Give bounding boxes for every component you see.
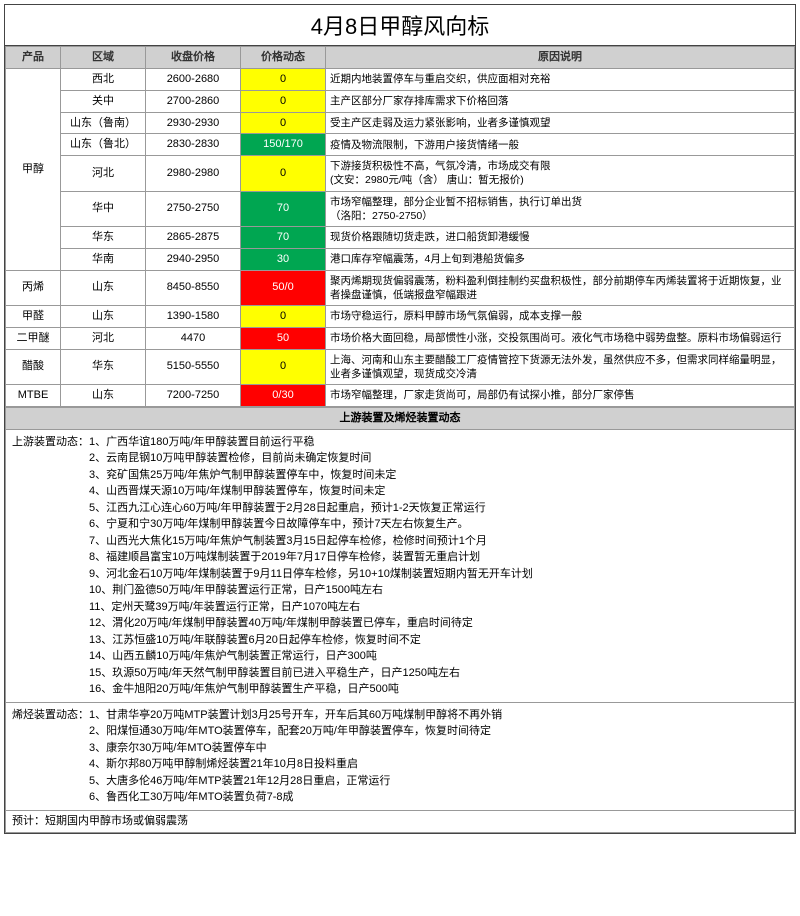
cell-region: 山东 — [61, 384, 146, 406]
cell-product: 醋酸 — [6, 349, 61, 384]
col-close: 收盘价格 — [146, 47, 241, 69]
table-row: 华中2750-275070市场窄幅整理，部分企业暂不招标销售，执行订单出货（洛阳… — [6, 191, 795, 226]
table-row: MTBE山东7200-72500/30市场窄幅整理，厂家走货尚可，局部仍有试探小… — [6, 384, 795, 406]
cell-close: 2940-2950 — [146, 248, 241, 270]
cell-region: 河北 — [61, 327, 146, 349]
cell-region: 山东（鲁北） — [61, 134, 146, 156]
cell-region: 华东 — [61, 349, 146, 384]
cell-close: 2700-2860 — [146, 90, 241, 112]
col-reason: 原因说明 — [326, 47, 795, 69]
cell-reason: 聚丙烯期现货偏弱震荡，粉料盈利倒挂制约买盘积极性，部分前期停车丙烯装置将于近期恢… — [326, 270, 795, 305]
table-row: 丙烯山东8450-855050/0聚丙烯期现货偏弱震荡，粉料盈利倒挂制约买盘积极… — [6, 270, 795, 305]
table-row: 河北2980-29800下游接货积极性不高，气氛冷清，市场成交有限(文安：298… — [6, 156, 795, 191]
cell-dynamic: 30 — [241, 248, 326, 270]
cell-close: 2865-2875 — [146, 226, 241, 248]
cell-reason: 市场窄幅整理，部分企业暂不招标销售，执行订单出货（洛阳：2750-2750） — [326, 191, 795, 226]
cell-region: 关中 — [61, 90, 146, 112]
table-header-row: 产品 区域 收盘价格 价格动态 原因说明 — [6, 47, 795, 69]
forecast: 预计：短期国内甲醇市场或偏弱震荡 — [6, 810, 795, 832]
table-row: 华东2865-287570现货价格跟随切货走跌，进口船货卸港缓慢 — [6, 226, 795, 248]
table-row: 华南2940-295030港口库存窄幅震荡，4月上旬到港船货偏多 — [6, 248, 795, 270]
cell-dynamic: 0/30 — [241, 384, 326, 406]
cell-reason: 疫情及物流限制，下游用户接货情绪一般 — [326, 134, 795, 156]
cell-product: 甲醇 — [6, 68, 61, 270]
cell-close: 1390-1580 — [146, 305, 241, 327]
cell-dynamic: 0 — [241, 349, 326, 384]
cell-region: 山东（鲁南） — [61, 112, 146, 134]
cell-reason: 市场价格大面回稳，局部惯性小涨，交投氛围尚可。液化气市场稳中弱势盘整。原料市场偏… — [326, 327, 795, 349]
cell-reason: 主产区部分厂家存排库需求下价格回落 — [326, 90, 795, 112]
cell-reason: 上海、河南和山东主要醋酸工厂疫情管控下货源无法外发，虽然供应不多，但需求同样缩量… — [326, 349, 795, 384]
price-table: 产品 区域 收盘价格 价格动态 原因说明 甲醇西北2600-26800近期内地装… — [5, 46, 795, 407]
cell-reason: 港口库存窄幅震荡，4月上旬到港船货偏多 — [326, 248, 795, 270]
cell-close: 2830-2830 — [146, 134, 241, 156]
cell-region: 华中 — [61, 191, 146, 226]
cell-dynamic: 70 — [241, 191, 326, 226]
cell-region: 华东 — [61, 226, 146, 248]
col-dyn: 价格动态 — [241, 47, 326, 69]
report-title: 4月8日甲醇风向标 — [5, 5, 795, 46]
olefin-notes: 烯烃装置动态：1、甘肃华亭20万吨MTP装置计划3月25号开车，开车后其60万吨… — [6, 702, 795, 810]
cell-close: 8450-8550 — [146, 270, 241, 305]
cell-reason: 受主产区走弱及运力紧张影响，业者多谨慎观望 — [326, 112, 795, 134]
cell-close: 2980-2980 — [146, 156, 241, 191]
cell-dynamic: 0 — [241, 112, 326, 134]
notes-table: 上游装置及烯烃装置动态 上游装置动态：1、广西华谊180万吨/年甲醇装置目前运行… — [5, 407, 795, 833]
col-product: 产品 — [6, 47, 61, 69]
cell-product: 丙烯 — [6, 270, 61, 305]
table-row: 二甲醚河北447050市场价格大面回稳，局部惯性小涨，交投氛围尚可。液化气市场稳… — [6, 327, 795, 349]
cell-dynamic: 50 — [241, 327, 326, 349]
cell-reason: 市场窄幅整理，厂家走货尚可，局部仍有试探小推，部分厂家停售 — [326, 384, 795, 406]
table-row: 山东（鲁南）2930-29300受主产区走弱及运力紧张影响，业者多谨慎观望 — [6, 112, 795, 134]
cell-close: 7200-7250 — [146, 384, 241, 406]
cell-product: 二甲醚 — [6, 327, 61, 349]
cell-dynamic: 0 — [241, 305, 326, 327]
cell-region: 华南 — [61, 248, 146, 270]
col-region: 区域 — [61, 47, 146, 69]
cell-dynamic: 0 — [241, 156, 326, 191]
cell-close: 2750-2750 — [146, 191, 241, 226]
table-row: 醋酸华东5150-55500上海、河南和山东主要醋酸工厂疫情管控下货源无法外发，… — [6, 349, 795, 384]
cell-close: 5150-5550 — [146, 349, 241, 384]
cell-reason: 下游接货积极性不高，气氛冷清，市场成交有限(文安：2980元/吨（含） 唐山：暂… — [326, 156, 795, 191]
cell-dynamic: 50/0 — [241, 270, 326, 305]
cell-region: 山东 — [61, 305, 146, 327]
cell-dynamic: 0 — [241, 90, 326, 112]
cell-close: 2930-2930 — [146, 112, 241, 134]
table-row: 甲醛山东1390-15800市场守稳运行，原料甲醇市场气氛偏弱，成本支撑一般 — [6, 305, 795, 327]
cell-close: 4470 — [146, 327, 241, 349]
cell-region: 西北 — [61, 68, 146, 90]
table-row: 关中2700-28600主产区部分厂家存排库需求下价格回落 — [6, 90, 795, 112]
cell-region: 山东 — [61, 270, 146, 305]
cell-reason: 市场守稳运行，原料甲醇市场气氛偏弱，成本支撑一般 — [326, 305, 795, 327]
cell-dynamic: 0 — [241, 68, 326, 90]
section2-title: 上游装置及烯烃装置动态 — [6, 407, 795, 429]
cell-dynamic: 150/170 — [241, 134, 326, 156]
cell-product: MTBE — [6, 384, 61, 406]
cell-region: 河北 — [61, 156, 146, 191]
table-row: 甲醇西北2600-26800近期内地装置停车与重启交织，供应面相对充裕 — [6, 68, 795, 90]
cell-product: 甲醛 — [6, 305, 61, 327]
cell-close: 2600-2680 — [146, 68, 241, 90]
cell-dynamic: 70 — [241, 226, 326, 248]
table-row: 山东（鲁北）2830-2830150/170疫情及物流限制，下游用户接货情绪一般 — [6, 134, 795, 156]
report-container: 4月8日甲醇风向标 产品 区域 收盘价格 价格动态 原因说明 甲醇西北2600-… — [4, 4, 796, 834]
cell-reason: 近期内地装置停车与重启交织，供应面相对充裕 — [326, 68, 795, 90]
cell-reason: 现货价格跟随切货走跌，进口船货卸港缓慢 — [326, 226, 795, 248]
upstream-notes: 上游装置动态：1、广西华谊180万吨/年甲醇装置目前运行平稳 2、云南昆钢10万… — [6, 429, 795, 702]
